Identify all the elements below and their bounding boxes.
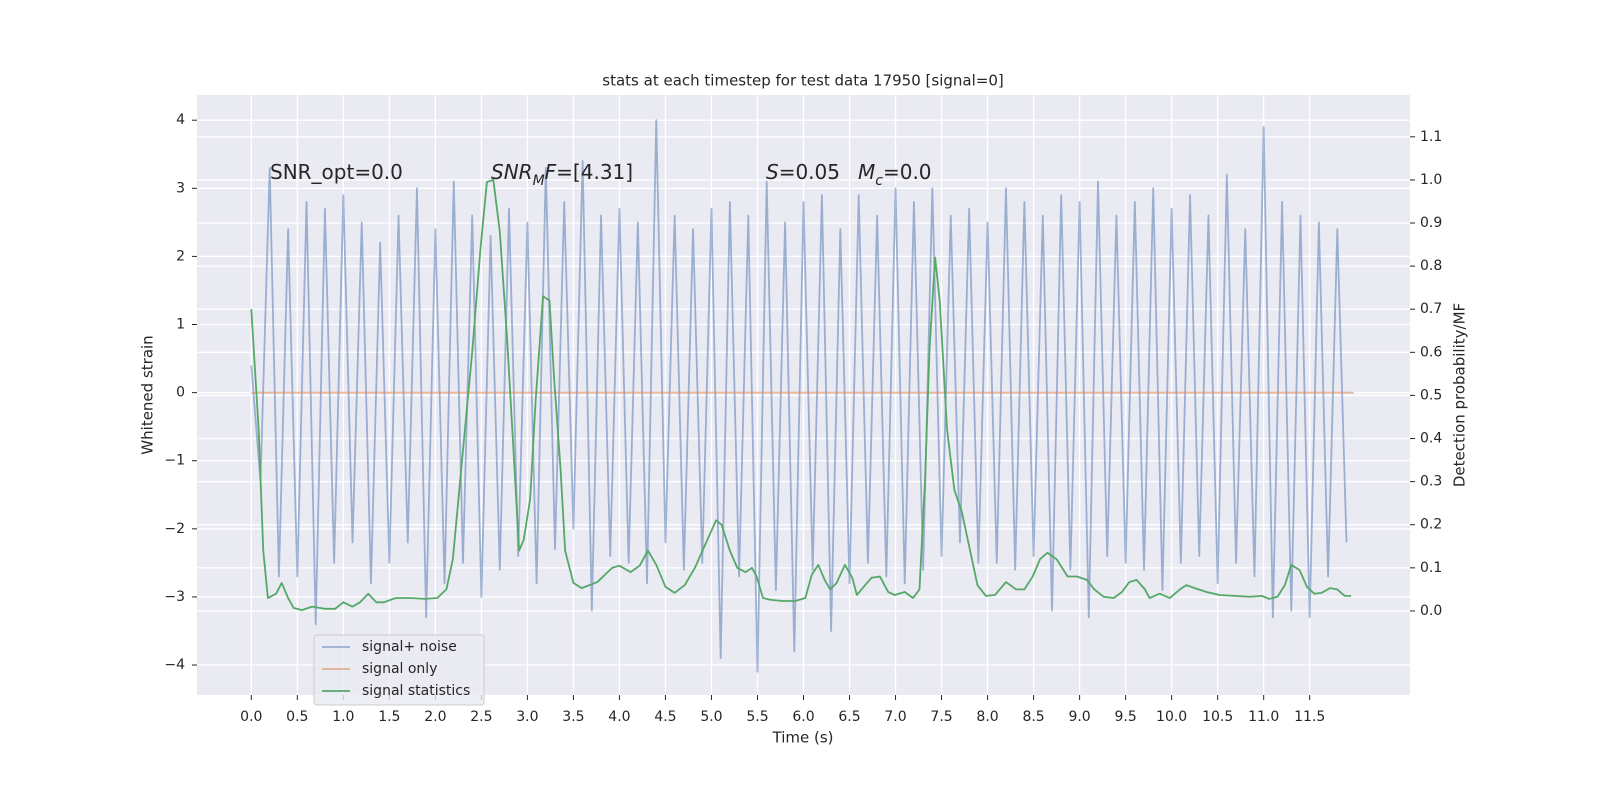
annotation-part: c — [875, 173, 883, 189]
y-tick-label: 3 — [176, 180, 185, 196]
y-tick-label: −4 — [164, 657, 185, 673]
y2-tick-label: 0.5 — [1420, 387, 1442, 403]
x-tick-label: 6.0 — [792, 709, 814, 725]
chart-title: stats at each timestep for test data 179… — [602, 72, 1003, 90]
annotation-part: F — [545, 160, 557, 184]
x-tick-label: 10.5 — [1202, 709, 1233, 725]
y2-tick-label: 0.0 — [1420, 603, 1442, 619]
marks — [250, 119, 1354, 673]
annotation: SNR_opt=0.0 — [270, 160, 403, 184]
y2-tick-label: 0.7 — [1420, 301, 1442, 317]
x-tick-label: 3.5 — [562, 709, 584, 725]
legend-label: signal+ noise — [362, 639, 457, 655]
x-tick-label: 10.0 — [1156, 709, 1187, 725]
y-tick-label: 4 — [176, 112, 185, 128]
x-tick-label: 11.5 — [1294, 709, 1325, 725]
axes: 0.0 0.5 1.0 1.5 2.0 2.5 3.0 3.5 4.0 4.5 5.0 5.5 6.0 6… — [164, 112, 1442, 725]
x-tick-label: 4.0 — [608, 709, 630, 725]
y-tick-label: −2 — [164, 521, 185, 537]
annotation-part: =0.0 — [883, 160, 932, 184]
y2-tick-label: 0.3 — [1420, 474, 1442, 490]
x-tick-label: 7.5 — [930, 709, 952, 725]
annotation-part: SNR — [491, 160, 533, 184]
annotation-part: SNR_opt=0.0 — [270, 160, 403, 184]
x-tick-label: 1.5 — [378, 709, 400, 725]
legend-label: signal only — [362, 661, 437, 677]
annotation: SNRMF=[4.31] — [491, 160, 633, 190]
y2-axis-label: Detection probability/MF — [1451, 303, 1469, 487]
x-tick-label: 1.0 — [332, 709, 354, 725]
legend: signal+ noise signal only signal statistic… — [313, 634, 485, 706]
y-tick-label: 1 — [176, 317, 185, 333]
annotation-part: =0.05 — [779, 160, 840, 184]
x-tick-label: 5.5 — [746, 709, 768, 725]
y2-tick-label: 0.8 — [1420, 258, 1442, 274]
x-tick-label: 5.0 — [700, 709, 722, 725]
y2-tick-label: 0.4 — [1420, 431, 1442, 447]
x-tick-label: 3.0 — [516, 709, 538, 725]
y2-tick-label: 0.9 — [1420, 215, 1442, 231]
y2-tick-label: 0.6 — [1420, 344, 1442, 360]
annotation-part: =[4.31] — [556, 160, 633, 184]
series-line — [250, 119, 1348, 673]
annotation: Mc=0.0 — [858, 160, 932, 190]
x-tick-label: 0.5 — [286, 709, 308, 725]
x-tick-label: 8.5 — [1022, 709, 1044, 725]
y2-tick-label: 1.1 — [1420, 129, 1442, 145]
annotation-part: M — [858, 160, 875, 184]
y-tick-label: −1 — [164, 453, 185, 469]
y-tick-label: 0 — [176, 385, 185, 401]
legend-label: signal statistics — [362, 683, 470, 699]
x-tick-label: 9.0 — [1068, 709, 1090, 725]
annotation-part: M — [533, 173, 545, 189]
y2-tick-label: 0.2 — [1420, 517, 1442, 533]
x-tick-label: 11.0 — [1248, 709, 1279, 725]
annotation-part: S — [766, 160, 779, 184]
x-tick-label: 2.5 — [470, 709, 492, 725]
legend-box — [313, 634, 485, 706]
x-tick-label: 0.0 — [240, 709, 262, 725]
x-axis-label: Time (s) — [772, 729, 834, 747]
y-tick-label: 2 — [176, 248, 185, 264]
y2-tick-label: 1.0 — [1420, 172, 1442, 188]
x-tick-label: 8.0 — [976, 709, 998, 725]
x-tick-label: 2.0 — [424, 709, 446, 725]
y2-tick-label: 0.1 — [1420, 560, 1442, 576]
x-tick-label: 7.0 — [884, 709, 906, 725]
x-tick-label: 4.5 — [654, 709, 676, 725]
series-line — [250, 179, 1352, 611]
y-axis-label: Whitened strain — [139, 335, 157, 454]
annotation: S=0.05 — [766, 160, 840, 184]
x-tick-label: 9.5 — [1114, 709, 1136, 725]
x-tick-label: 6.5 — [838, 709, 860, 725]
y-tick-label: −3 — [164, 589, 185, 605]
